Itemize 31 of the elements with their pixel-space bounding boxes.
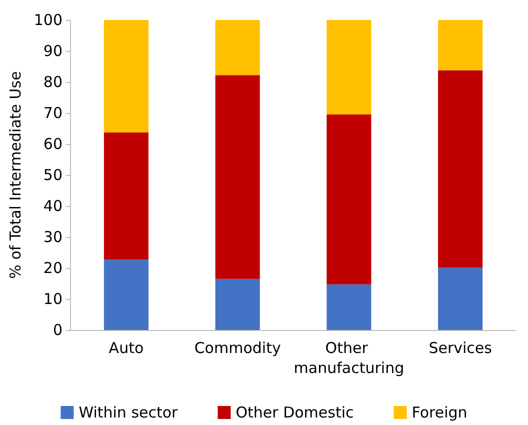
bar <box>438 70 483 268</box>
bar <box>438 20 483 70</box>
y-tick-label: 0 <box>52 321 63 339</box>
y-axis-title: % of Total Intermediate Use <box>6 71 24 279</box>
bar <box>215 75 260 279</box>
y-tick-label: 30 <box>43 228 63 246</box>
bar <box>438 268 483 330</box>
bar <box>215 278 260 330</box>
bar <box>104 132 148 260</box>
bar <box>326 284 372 330</box>
y-tick-label: 20 <box>43 259 63 277</box>
y-tick-label: 40 <box>43 197 63 215</box>
x-tick-label: Services <box>428 339 492 357</box>
bar <box>104 20 148 133</box>
y-tick-label: 50 <box>43 166 63 184</box>
y-tick-label: 80 <box>43 73 63 91</box>
y-tick-label: 60 <box>43 135 63 153</box>
legend-label: Foreign <box>412 404 468 422</box>
legend-label: Within sector <box>78 404 179 422</box>
y-tick-label: 100 <box>34 11 63 29</box>
x-tick-label: Auto <box>108 339 144 357</box>
bar <box>326 114 372 284</box>
x-tick-label: Other manufacturing <box>294 339 404 377</box>
y-tick-label: 10 <box>43 290 63 308</box>
bar <box>215 20 260 76</box>
y-tick-label: 70 <box>43 104 63 122</box>
bar <box>104 260 148 330</box>
bar <box>326 20 372 115</box>
legend-label: Other Domestic <box>236 404 354 422</box>
y-tick-label: 90 <box>43 42 63 60</box>
x-tick-label: Commodity <box>194 339 281 357</box>
